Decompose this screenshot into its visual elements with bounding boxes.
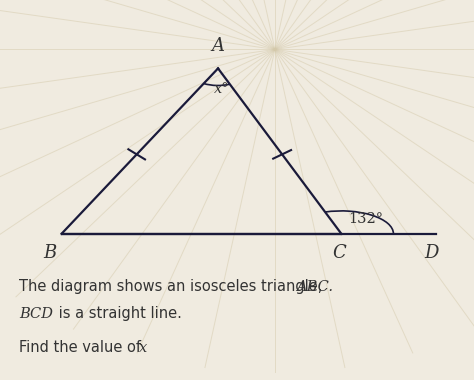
Text: D: D [424, 244, 438, 262]
Text: Find the value of: Find the value of [19, 340, 146, 355]
Text: The diagram shows an isosceles triangle,: The diagram shows an isosceles triangle, [19, 279, 327, 294]
Text: A: A [211, 37, 225, 55]
Text: x: x [139, 341, 147, 355]
Text: 132°: 132° [348, 212, 383, 226]
Text: C: C [332, 244, 346, 262]
Text: x°: x° [214, 82, 229, 96]
Text: is a straight line.: is a straight line. [54, 306, 182, 321]
Text: B: B [43, 244, 56, 262]
Text: ABC.: ABC. [296, 280, 333, 294]
Text: BCD: BCD [19, 307, 53, 320]
